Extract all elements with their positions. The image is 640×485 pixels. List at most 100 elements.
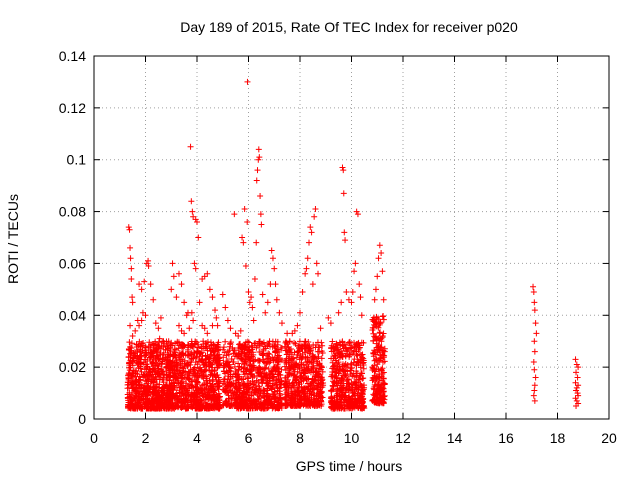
data-point (253, 239, 260, 246)
data-point (147, 281, 154, 288)
data-point (143, 365, 150, 372)
data-point (530, 288, 537, 295)
data-point (211, 342, 218, 349)
data-point (302, 270, 309, 277)
chart-title: Day 189 of 2015, Rate Of TEC Index for r… (180, 19, 518, 35)
data-point (200, 393, 207, 400)
data-point (340, 190, 347, 197)
data-point (156, 398, 163, 405)
data-point (129, 299, 136, 306)
data-point (189, 355, 196, 362)
data-point (187, 143, 194, 150)
data-point (184, 371, 191, 378)
data-point (357, 294, 364, 301)
y-tick-label: 0.12 (59, 100, 86, 116)
data-point (532, 374, 539, 381)
data-point (201, 386, 208, 393)
data-point (178, 356, 185, 363)
x-tick-label: 0 (90, 430, 98, 446)
data-point (145, 405, 152, 412)
x-tick-label: 14 (447, 430, 463, 446)
data-point (142, 387, 149, 394)
data-point (172, 392, 179, 399)
data-point (138, 317, 145, 324)
data-point (135, 396, 142, 403)
data-point (531, 338, 538, 345)
data-point (311, 213, 318, 220)
data-point (178, 281, 185, 288)
x-tick-label: 4 (193, 430, 201, 446)
data-point (349, 288, 356, 295)
data-point (312, 205, 319, 212)
data-point (273, 296, 280, 303)
data-point (338, 299, 345, 306)
y-axis-label: ROTI / TECUs (5, 194, 21, 284)
data-point (209, 294, 216, 301)
data-point (138, 405, 145, 412)
data-point (129, 333, 136, 340)
data-point (208, 396, 215, 403)
data-point (178, 388, 185, 395)
data-point (152, 356, 159, 363)
data-point (126, 339, 133, 346)
data-point (356, 281, 363, 288)
data-point (248, 294, 255, 301)
data-point (198, 387, 205, 394)
data-point (378, 250, 385, 257)
data-point (140, 374, 147, 381)
data-point (272, 281, 279, 288)
data-point (342, 237, 349, 244)
data-point (185, 369, 192, 376)
data-point (153, 384, 160, 391)
y-tick-label: 0.1 (67, 152, 87, 168)
x-tick-label: 18 (550, 430, 566, 446)
data-point (157, 345, 164, 352)
data-point (137, 343, 144, 350)
data-point (189, 208, 196, 215)
data-point (352, 260, 359, 267)
data-point (162, 346, 169, 353)
data-point (181, 299, 188, 306)
data-point (259, 291, 266, 298)
data-point (200, 361, 207, 368)
data-point (193, 387, 200, 394)
data-point (131, 386, 138, 393)
x-tick-label: 12 (395, 430, 411, 446)
data-point (142, 349, 149, 356)
data-point (327, 320, 334, 327)
y-tick-label: 0.08 (59, 204, 86, 220)
data-point (351, 268, 358, 275)
data-point (175, 377, 182, 384)
data-point (129, 355, 136, 362)
data-point (197, 364, 204, 371)
data-point (299, 288, 306, 295)
data-point (257, 193, 264, 200)
data-point (159, 368, 166, 375)
data-point (276, 309, 283, 316)
data-point (269, 255, 276, 262)
data-point (209, 322, 216, 329)
data-point (187, 351, 194, 358)
data-point (186, 381, 193, 388)
data-point (146, 366, 153, 373)
data-point (146, 386, 153, 393)
data-point (128, 391, 135, 398)
data-point (143, 400, 150, 407)
data-point (138, 368, 145, 375)
data-point (216, 393, 223, 400)
data-point (150, 389, 157, 396)
data-point (145, 377, 152, 384)
data-point (170, 374, 177, 381)
data-point (167, 347, 174, 354)
tick-layer: 0 2 4 6 8 10 12 14 16 18 20 0 0.02 0.04 0.06 0.08 0.1 0.1… (59, 48, 617, 446)
data-point (161, 390, 168, 397)
data-point (191, 260, 198, 267)
data-point (168, 391, 175, 398)
data-point (376, 242, 383, 249)
data-point (306, 239, 313, 246)
data-point (176, 354, 183, 361)
data-point (126, 364, 133, 371)
data-point (172, 404, 179, 411)
data-point (127, 344, 134, 351)
